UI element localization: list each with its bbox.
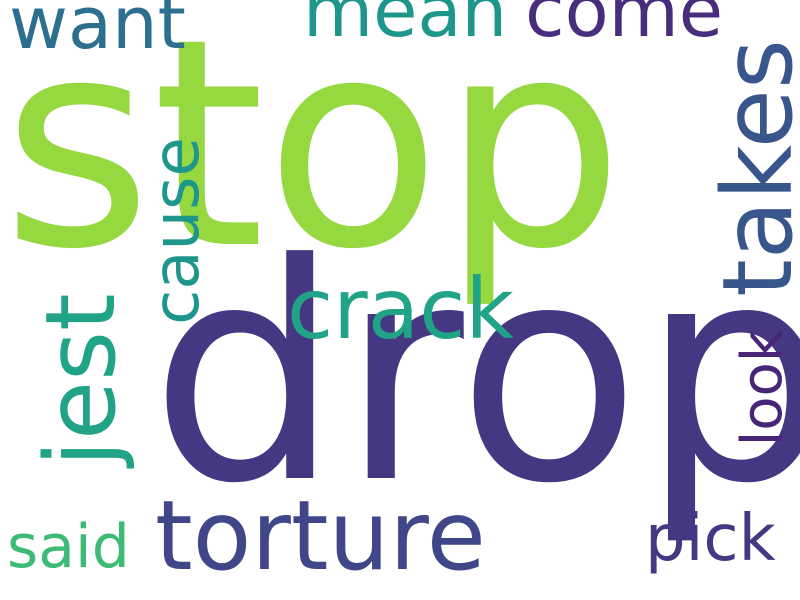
word-takes: takes [702,39,800,297]
word-want: want [9,0,186,65]
word-cause: cause [140,137,214,325]
word-crack: crack [287,260,515,358]
word-look: look [730,329,795,447]
word-said: said [7,512,130,582]
word-come: come [525,0,724,53]
word-pick: pick [645,502,776,576]
word-mean: mean [303,0,508,53]
word-drop: drop [150,200,800,549]
word-torture: torture [155,480,486,592]
word-stop: stop [2,0,624,312]
word-jest: jest [25,293,137,467]
